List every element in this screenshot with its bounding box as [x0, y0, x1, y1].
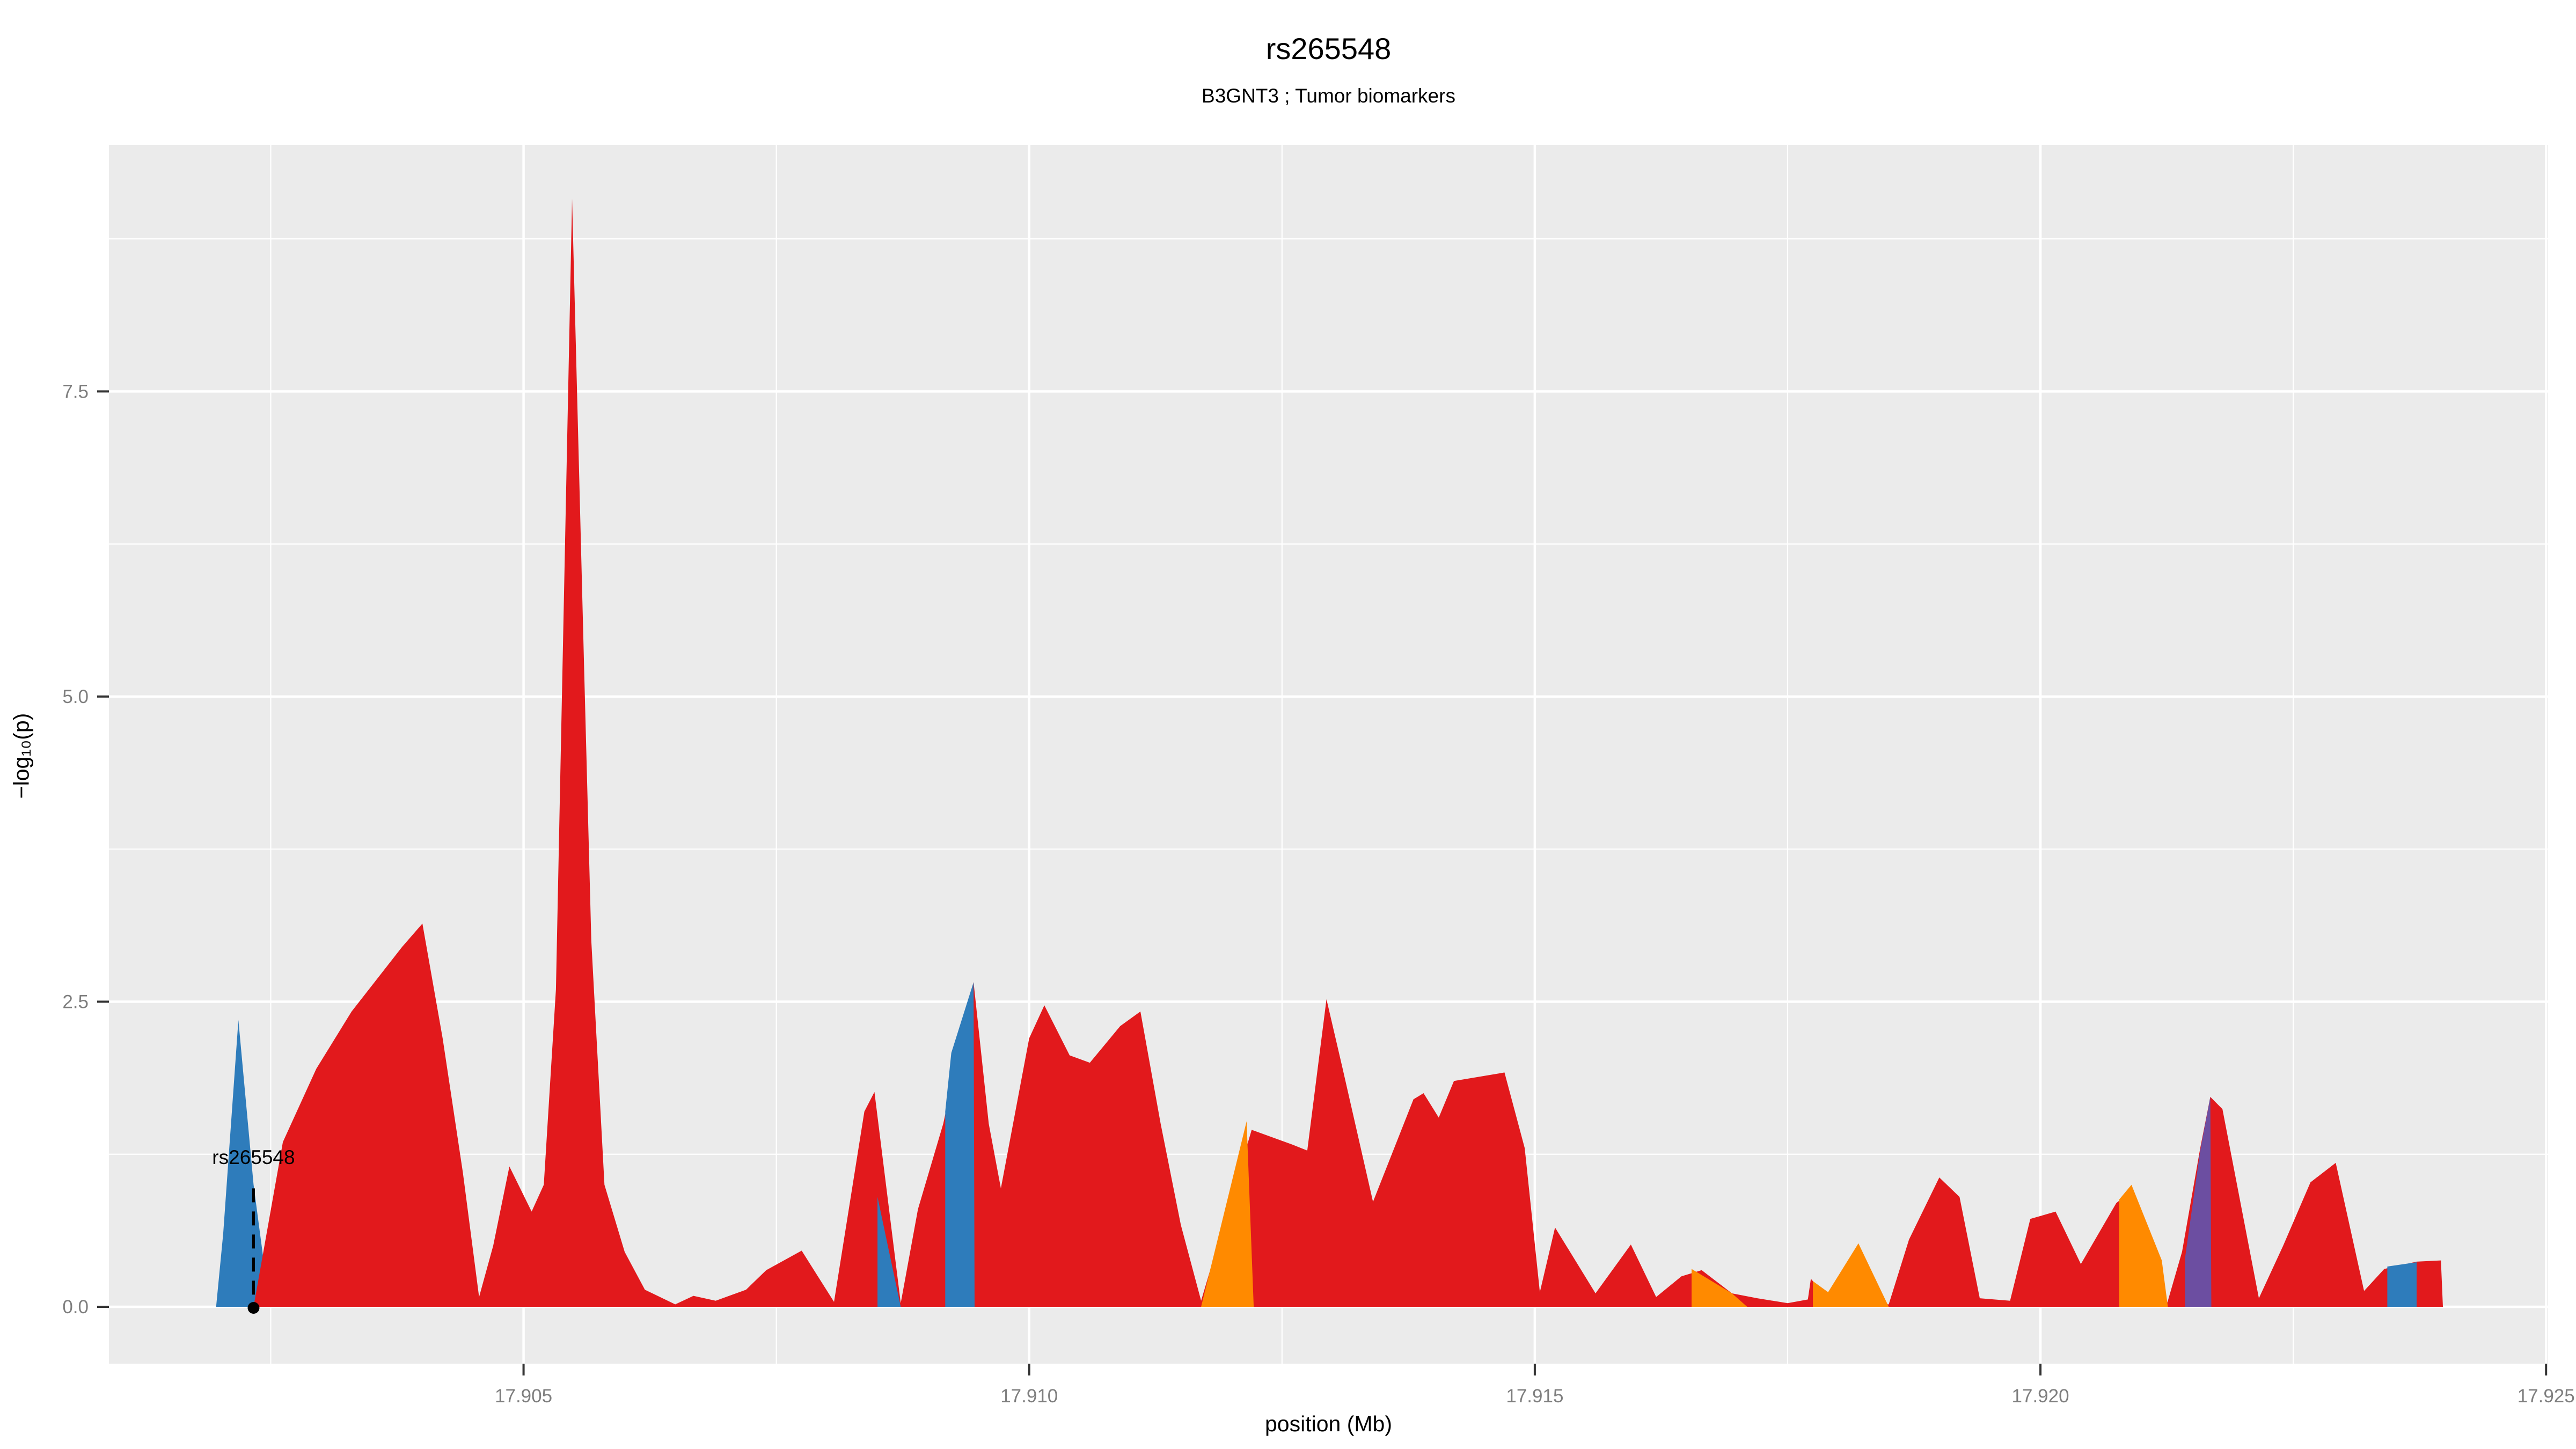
y-tick-label: 0.0 — [62, 1297, 89, 1318]
y-tick-label: 5.0 — [62, 686, 89, 707]
y-tick-label: 7.5 — [62, 381, 89, 402]
x-tick-label: 17.915 — [1506, 1386, 1563, 1407]
x-tick-label: 17.910 — [1000, 1386, 1058, 1407]
area-blue-1 — [216, 1020, 270, 1307]
chart-subtitle: B3GNT3 ; Tumor biomarkers — [1202, 85, 1455, 107]
area-orange-2 — [1692, 1269, 1747, 1307]
x-axis-title: position (Mb) — [1265, 1411, 1392, 1436]
area-orange-3 — [1813, 1243, 1889, 1307]
annotation-label: rs265548 — [212, 1146, 295, 1168]
chart-title: rs265548 — [1265, 32, 1392, 65]
x-tick-label: 17.920 — [2012, 1386, 2069, 1407]
x-tick-label: 17.925 — [2518, 1386, 2575, 1407]
y-tick-label: 2.5 — [62, 991, 89, 1012]
area-orange-1 — [1201, 1121, 1254, 1307]
area-blue-3 — [945, 982, 975, 1307]
y-axis-title: −log₁₀(p) — [9, 713, 34, 799]
area-blue-2 — [877, 1197, 901, 1307]
area-red-main — [253, 199, 2443, 1307]
area-purple-1 — [2185, 1096, 2212, 1307]
area-blue-4 — [2387, 1262, 2417, 1307]
x-tick-label: 17.905 — [495, 1386, 552, 1407]
annotation-point — [247, 1302, 260, 1314]
area-orange-4 — [2119, 1184, 2168, 1307]
